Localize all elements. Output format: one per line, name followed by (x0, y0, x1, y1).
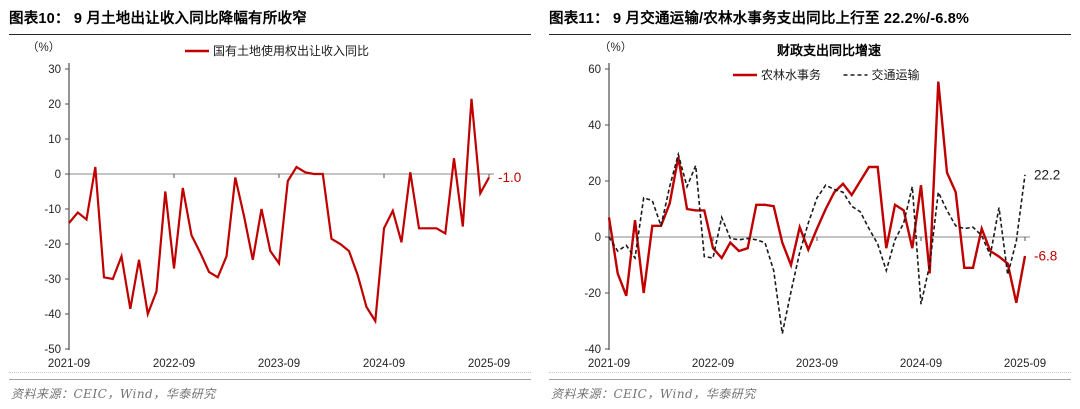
figure-11-source: 资料来源：CEIC，Wind，华泰研究 (549, 379, 1071, 402)
y-tick-label: 0 (55, 169, 61, 181)
y-tick-label: 40 (588, 120, 601, 132)
x-tick-label: 2025-09 (468, 358, 510, 370)
figure-10-chart: 30 20 10 0 -10 -20 -30 -40 -50 2021-09 2022-09 2023… (27, 41, 521, 370)
x-tick-label: 2022-09 (153, 358, 195, 370)
series-line-solid (607, 81, 1027, 304)
x-tick-label: 2021-09 (588, 358, 630, 370)
y-tick-label: 60 (588, 64, 601, 76)
x-tick-label: 2025-09 (1004, 358, 1046, 370)
figure-panel-11: 图表11： 9 月交通运输/农林水事务支出同比上行至 22.2%/-6.8% 6… (540, 0, 1080, 402)
figure-panel-10: 图表10： 9 月土地出让收入同比降幅有所收窄 30 20 10 0 -10 -20 -30… (0, 0, 540, 402)
chart-inner-title: 财政支出同比增速 (777, 43, 881, 58)
series-end-label: -6.8 (1034, 249, 1057, 264)
figure-10-title: 图表10： 9 月土地出让收入同比降幅有所收窄 (9, 5, 531, 35)
y-tick-label: -20 (44, 239, 61, 251)
y-tick-label: 20 (588, 176, 601, 188)
y-tick-label: 0 (595, 232, 601, 244)
legend-label: 国有土地使用权出让收入同比 (213, 43, 369, 58)
dotted-separator (549, 372, 1071, 373)
y-tick-label: -40 (44, 309, 61, 321)
legend-label: 交通运输 (872, 67, 920, 82)
figure-11-title: 图表11： 9 月交通运输/农林水事务支出同比上行至 22.2%/-6.8% (549, 5, 1071, 35)
y-tick-label: -30 (44, 274, 61, 286)
y-tick-label: -50 (44, 344, 61, 356)
legend-label: 农林水事务 (761, 67, 821, 82)
y-axis-unit-label: （%） (27, 41, 60, 54)
y-tick-label: -40 (584, 344, 601, 356)
series-line-solid (68, 98, 490, 325)
y-tick-label: 20 (48, 99, 61, 111)
y-axis-unit-label: （%） (599, 41, 632, 54)
y-tick-label: 30 (48, 64, 61, 76)
figure-10-source: 资料来源：CEIC，Wind，华泰研究 (9, 379, 531, 402)
series-line-dashed (608, 151, 1026, 334)
x-tick-label: 2021-09 (48, 358, 90, 370)
series-end-label: 22.2 (1034, 167, 1060, 182)
x-tick-label: 2023-09 (796, 358, 838, 370)
y-tick-label: -20 (584, 288, 601, 300)
x-tick-label: 2024-09 (900, 358, 942, 370)
y-tick-label: 10 (48, 134, 61, 146)
x-tick-label: 2022-09 (692, 358, 734, 370)
x-tick-label: 2024-09 (363, 358, 405, 370)
figure-11-chart: 60 40 20 0 -20 -40 2021-09 2022-09 2023-09 2024-0… (584, 41, 1060, 370)
x-tick-label: 2023-09 (258, 358, 300, 370)
dotted-separator (9, 372, 531, 373)
y-tick-label: -10 (44, 204, 61, 216)
series-end-label: -1.0 (498, 170, 521, 185)
